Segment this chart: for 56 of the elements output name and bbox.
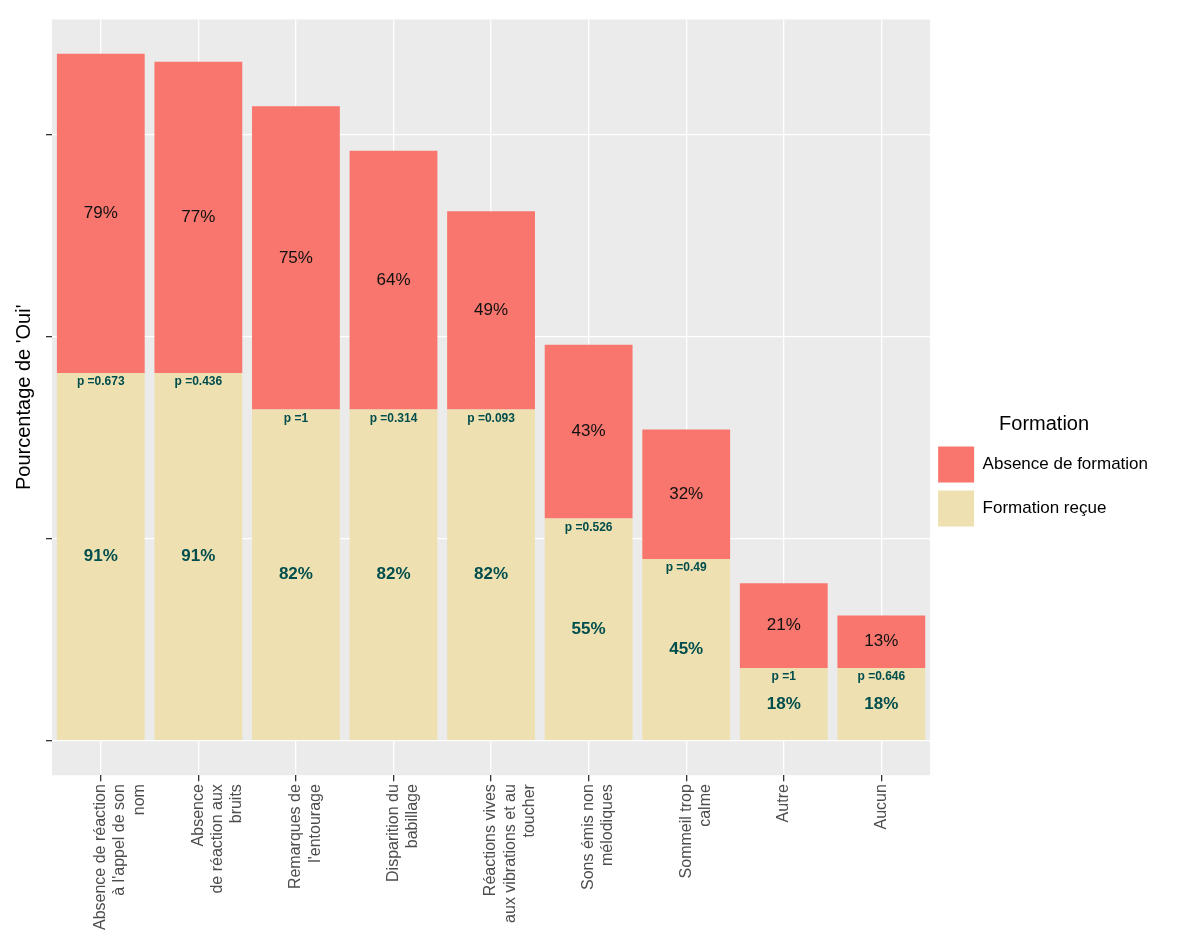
- annotation: p =1: [771, 669, 797, 684]
- annotation: p =0.646: [857, 669, 906, 684]
- x-tick-label: Autre: [774, 784, 792, 823]
- bar: [837, 615, 926, 669]
- bar: [837, 668, 926, 741]
- x-tick-label: Réactions vives aux vibrations et au toucher: [481, 783, 537, 923]
- x-tick-label: Absence de réaction aux bruits: [188, 784, 245, 894]
- legend-label: Absence de formation: [982, 454, 1149, 474]
- data-label: 64%: [376, 269, 411, 289]
- data-label: 18%: [864, 693, 899, 713]
- data-label: 91%: [181, 546, 216, 566]
- bar: [56, 373, 145, 741]
- bar: [447, 409, 535, 741]
- bar: [544, 518, 633, 741]
- bar: [739, 583, 828, 669]
- data-label: 91%: [83, 546, 118, 566]
- data-label: 82%: [278, 564, 313, 584]
- x-tick-label: Disparition du babillage: [383, 784, 421, 882]
- data-label: 75%: [278, 247, 313, 267]
- annotation: p =0.49: [665, 560, 708, 575]
- bar: [252, 106, 340, 410]
- data-label: 79%: [83, 203, 118, 223]
- annotation: p =0.314: [369, 410, 418, 425]
- bar: [739, 668, 828, 741]
- bar: [56, 53, 145, 374]
- data-label: 55%: [571, 619, 606, 638]
- annotation: p =0.673: [76, 374, 125, 389]
- x-tick-label: Sommeil trop calme: [676, 784, 713, 879]
- bar: [349, 150, 438, 410]
- legend-title: Formation: [999, 412, 1090, 435]
- bar: [154, 61, 243, 374]
- data-label: 32%: [669, 483, 704, 503]
- x-tick-label: Absence de réaction à l'appel de son nom: [91, 784, 147, 930]
- data-label: 43%: [571, 421, 606, 441]
- bar: [154, 373, 243, 741]
- data-label: 77%: [181, 207, 216, 227]
- bar: [447, 211, 535, 410]
- annotation: p =0.526: [564, 519, 613, 534]
- data-label: 45%: [669, 639, 704, 659]
- data-label: 21%: [766, 615, 801, 635]
- data-label: 49%: [474, 300, 509, 320]
- data-label: 18%: [766, 693, 801, 713]
- y-axis-title: Pourcentage de 'Oui': [11, 304, 34, 491]
- legend-label: Formation reçue: [982, 498, 1107, 518]
- bar: [252, 409, 340, 741]
- data-label: 82%: [376, 564, 411, 584]
- annotation: p =1: [283, 410, 309, 425]
- bar: [642, 429, 731, 559]
- annotation: p =0.436: [174, 374, 223, 389]
- bar: [642, 558, 731, 741]
- data-label: 13%: [864, 631, 899, 651]
- x-tick-label: Aucun: [871, 784, 889, 830]
- bar: [544, 344, 633, 519]
- data-label: 82%: [474, 564, 509, 584]
- annotation: p =0.093: [467, 410, 516, 425]
- bar: [349, 409, 438, 741]
